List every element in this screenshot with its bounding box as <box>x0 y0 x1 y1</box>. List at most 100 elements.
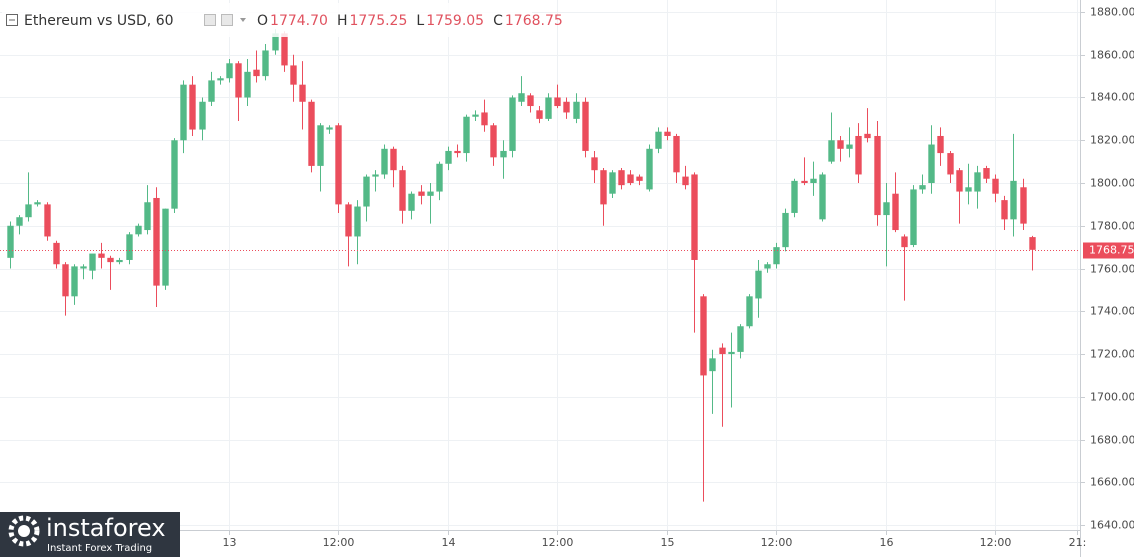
candle-body <box>691 174 698 260</box>
candle-body <box>965 187 972 192</box>
x-tick-label: 12:00 <box>542 536 574 549</box>
logo-tagline: Instant Forex Trading <box>47 543 152 554</box>
candle-body <box>1029 237 1036 250</box>
candle-body <box>463 116 470 154</box>
y-tick-label: 1780.00 <box>1090 220 1134 233</box>
candle-body <box>545 97 552 119</box>
candle-body <box>53 242 60 265</box>
candle-body <box>107 257 114 263</box>
symbol-title: Ethereum vs USD, 60 <box>24 13 174 29</box>
candle-body <box>208 80 215 102</box>
candle-body <box>846 144 853 149</box>
candle-body <box>189 84 196 130</box>
candle-body <box>217 78 224 81</box>
x-tick-label: 12:00 <box>761 536 793 549</box>
candle-body <box>600 170 607 205</box>
candle-body <box>16 217 23 226</box>
candle-body <box>262 50 269 77</box>
x-tick-label: 16 <box>880 536 894 549</box>
candle-body <box>582 101 589 151</box>
candle-body <box>226 63 233 79</box>
candle-body <box>554 97 561 107</box>
settings-icon[interactable] <box>221 14 233 26</box>
candle-body <box>910 189 917 246</box>
candle-body <box>472 114 479 117</box>
x-tick-label: 21: <box>1069 536 1087 549</box>
candle-body <box>199 101 206 130</box>
candle-body <box>874 135 881 216</box>
dropdown-icon[interactable] <box>240 18 246 22</box>
candle-body <box>308 101 315 166</box>
candle-body <box>454 150 461 154</box>
candle-body <box>98 253 105 258</box>
candle-body <box>509 97 516 151</box>
axes: 1640.00 1660.00 1680.00 1700.00 1720.00 1740.… <box>223 6 1134 550</box>
candle-body <box>609 172 616 194</box>
ohlc-label: C <box>493 13 503 29</box>
candle-body <box>89 253 96 271</box>
candle-body <box>436 163 443 192</box>
candle-body <box>737 326 744 352</box>
candle-body <box>983 168 990 179</box>
candle-body <box>171 140 178 209</box>
candle-body <box>709 358 716 372</box>
candle-body <box>518 93 525 102</box>
candle-body <box>791 180 798 213</box>
candle-body <box>591 157 598 171</box>
candle-body <box>381 148 388 175</box>
candle-body <box>682 176 689 186</box>
candle-body <box>153 197 160 286</box>
ohlc-label: L <box>416 13 424 29</box>
y-tick-label: 1700.00 <box>1090 391 1134 404</box>
y-tick-label: 1760.00 <box>1090 263 1134 276</box>
ohlc-legend: O 1774.70 H 1775.25 L 1759.05 C 1768.75 <box>257 13 563 29</box>
y-tick-label: 1860.00 <box>1090 49 1134 62</box>
ohlc-label: O <box>257 13 268 29</box>
candle-body <box>974 172 981 192</box>
candle-body <box>34 202 41 205</box>
candle-body <box>901 236 908 248</box>
candle-body <box>481 112 488 126</box>
price-axis-panel <box>1080 0 1134 557</box>
y-tick-label: 1660.00 <box>1090 476 1134 489</box>
candle-body <box>527 95 534 107</box>
logo-bg <box>0 512 180 557</box>
candle-body <box>116 259 123 263</box>
ohlc-value: 1759.05 <box>426 13 484 29</box>
candle-body <box>1010 180 1017 220</box>
candle-body <box>892 193 899 231</box>
candle-body <box>755 270 762 299</box>
candle-body <box>1001 200 1008 220</box>
candle-body <box>62 264 69 297</box>
candle-body <box>746 296 753 327</box>
candle-body <box>390 148 397 171</box>
candle-body <box>445 150 452 164</box>
candle-body <box>636 176 643 181</box>
y-tick-label: 1720.00 <box>1090 348 1134 361</box>
candle-body <box>883 202 890 216</box>
candle-body <box>664 131 671 136</box>
candles <box>7 29 1036 502</box>
candle-body <box>135 225 142 235</box>
eye-icon[interactable] <box>204 14 216 26</box>
logo-gear-center <box>18 525 30 537</box>
candle-body <box>937 135 944 154</box>
candle-body <box>71 266 78 297</box>
y-tick-label: 1820.00 <box>1090 134 1134 147</box>
candle-body <box>253 69 260 77</box>
candle-body <box>281 33 288 66</box>
grid <box>0 0 1080 530</box>
candle-body <box>536 110 543 119</box>
candle-body <box>244 71 251 98</box>
candle-body <box>272 33 279 51</box>
x-tick-label: 14 <box>442 536 456 549</box>
ohlc-value: 1774.70 <box>270 13 328 29</box>
collapse-button[interactable] <box>6 14 18 26</box>
logo-name: instaforex <box>46 514 166 542</box>
candle-body <box>919 185 926 190</box>
candle-body <box>490 125 497 158</box>
candle-body <box>782 212 789 248</box>
candle-body <box>345 204 352 237</box>
